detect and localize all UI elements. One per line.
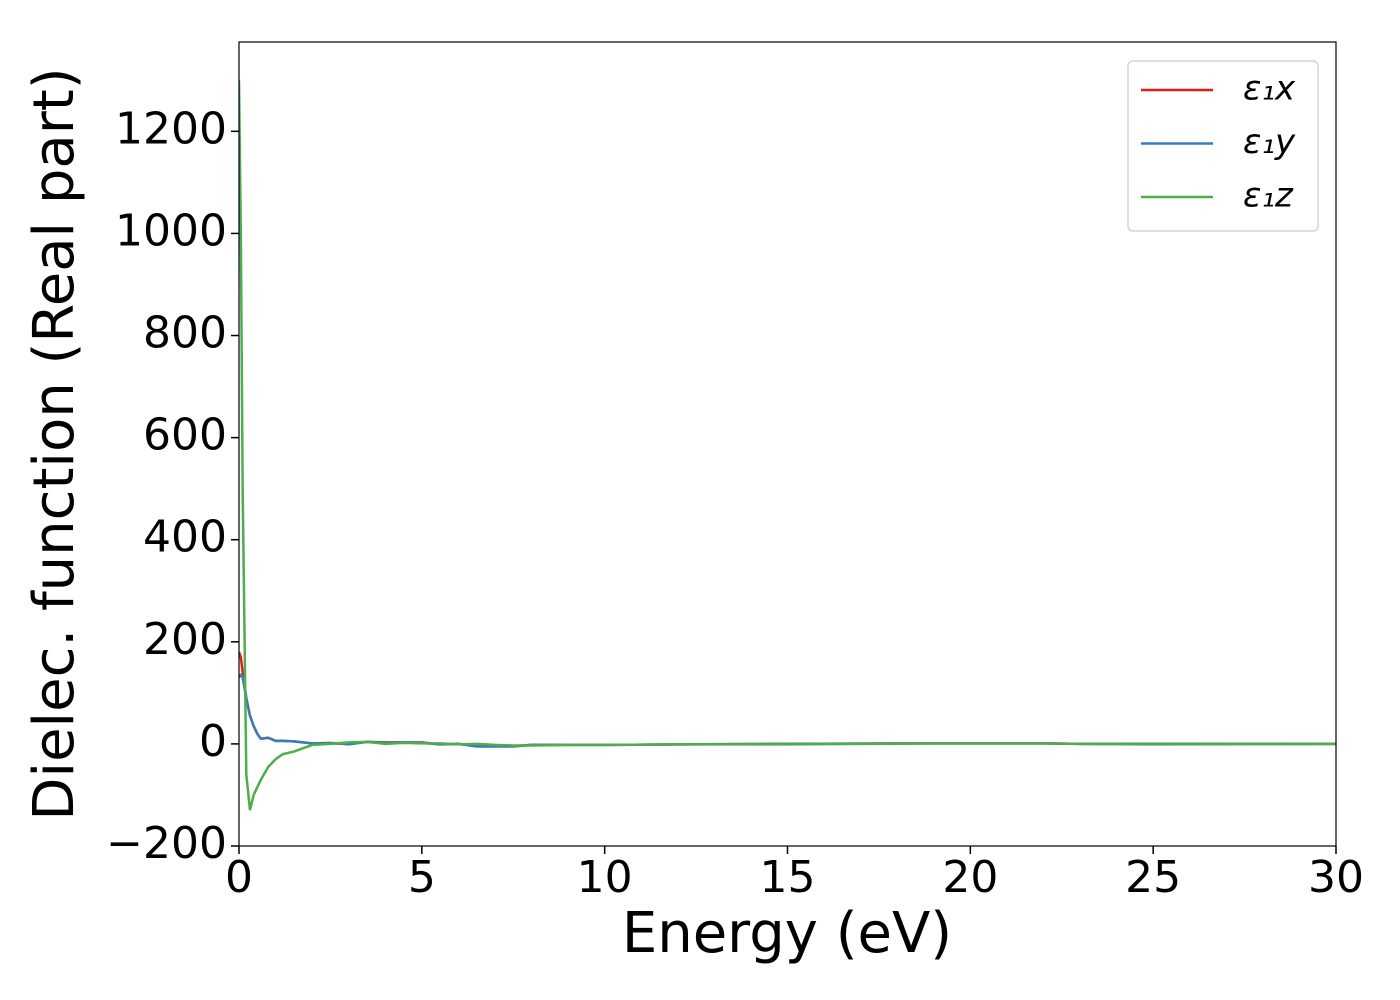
legend-label: ε₁y xyxy=(1243,122,1296,162)
legend-box xyxy=(1127,60,1319,232)
series-line xyxy=(239,651,1336,748)
x-tick-label: 5 xyxy=(408,852,436,903)
y-tick-label: 600 xyxy=(143,410,227,461)
series-line xyxy=(239,80,1336,811)
y-tick-label: 1200 xyxy=(115,103,227,154)
x-tick-label: 25 xyxy=(1125,852,1181,903)
x-tick-label: 30 xyxy=(1308,852,1364,903)
series-line xyxy=(239,672,1336,748)
y-tick-label: 800 xyxy=(143,308,227,359)
y-axis-label: Dielec. function (Real part) xyxy=(22,67,87,820)
x-tick-label: 15 xyxy=(760,852,816,903)
y-tick-label: 200 xyxy=(143,614,227,665)
legend-label: ε₁x xyxy=(1243,69,1296,109)
x-axis-label: Energy (eV) xyxy=(622,901,952,966)
y-tick-label: 0 xyxy=(199,716,227,767)
y-tick-label: 400 xyxy=(143,512,227,563)
x-tick-label: 20 xyxy=(942,852,998,903)
plot-frame xyxy=(238,41,1337,847)
legend-label: ε₁z xyxy=(1243,176,1294,216)
x-tick-label: 10 xyxy=(577,852,633,903)
y-tick-label: 1000 xyxy=(115,205,227,256)
y-tick-label: −200 xyxy=(106,818,227,869)
x-tick-label: 0 xyxy=(225,852,253,903)
